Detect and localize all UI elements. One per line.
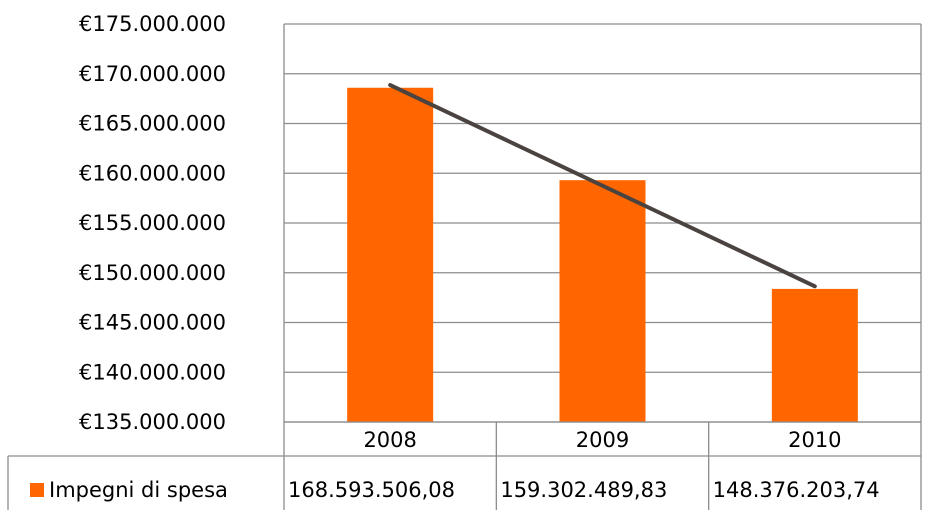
trendline-segment xyxy=(388,83,817,289)
y-tick-label: €165.000.000 xyxy=(79,112,226,136)
y-axis-tick-labels: €135.000.000 €140.000.000 €145.000.000 €150… xyxy=(79,12,226,434)
y-tick-label: €145.000.000 xyxy=(79,311,226,335)
bar xyxy=(559,180,646,422)
y-tick-label: €155.000.000 xyxy=(79,211,226,235)
data-table-cell: 148.376.203,74 xyxy=(713,478,880,502)
trendline xyxy=(388,83,817,289)
y-tick-label: €150.000.000 xyxy=(79,261,226,285)
y-tick-label: €140.000.000 xyxy=(79,360,226,384)
data-table-cell: 159.302.489,83 xyxy=(500,478,667,502)
plot-frame xyxy=(283,24,922,510)
data-table-cell: 168.593.506,08 xyxy=(288,478,455,502)
y-tick-label: €170.000.000 xyxy=(79,62,226,86)
y-tick-label: €175.000.000 xyxy=(79,12,226,36)
bar xyxy=(347,87,434,422)
x-category-label: 2010 xyxy=(788,428,841,452)
x-category-label: 2008 xyxy=(363,428,416,452)
legend-series-label: Impegni di spesa xyxy=(49,478,228,502)
legend-swatch xyxy=(30,483,44,497)
bars xyxy=(347,87,858,422)
data-table: 2008 2009 2010 Impegni di spesa 168.593.506,… xyxy=(7,421,921,510)
y-tick-label: €135.000.000 xyxy=(79,410,226,434)
x-category-label: 2009 xyxy=(576,428,629,452)
bar xyxy=(771,288,858,422)
y-tick-label: €160.000.000 xyxy=(79,161,226,185)
